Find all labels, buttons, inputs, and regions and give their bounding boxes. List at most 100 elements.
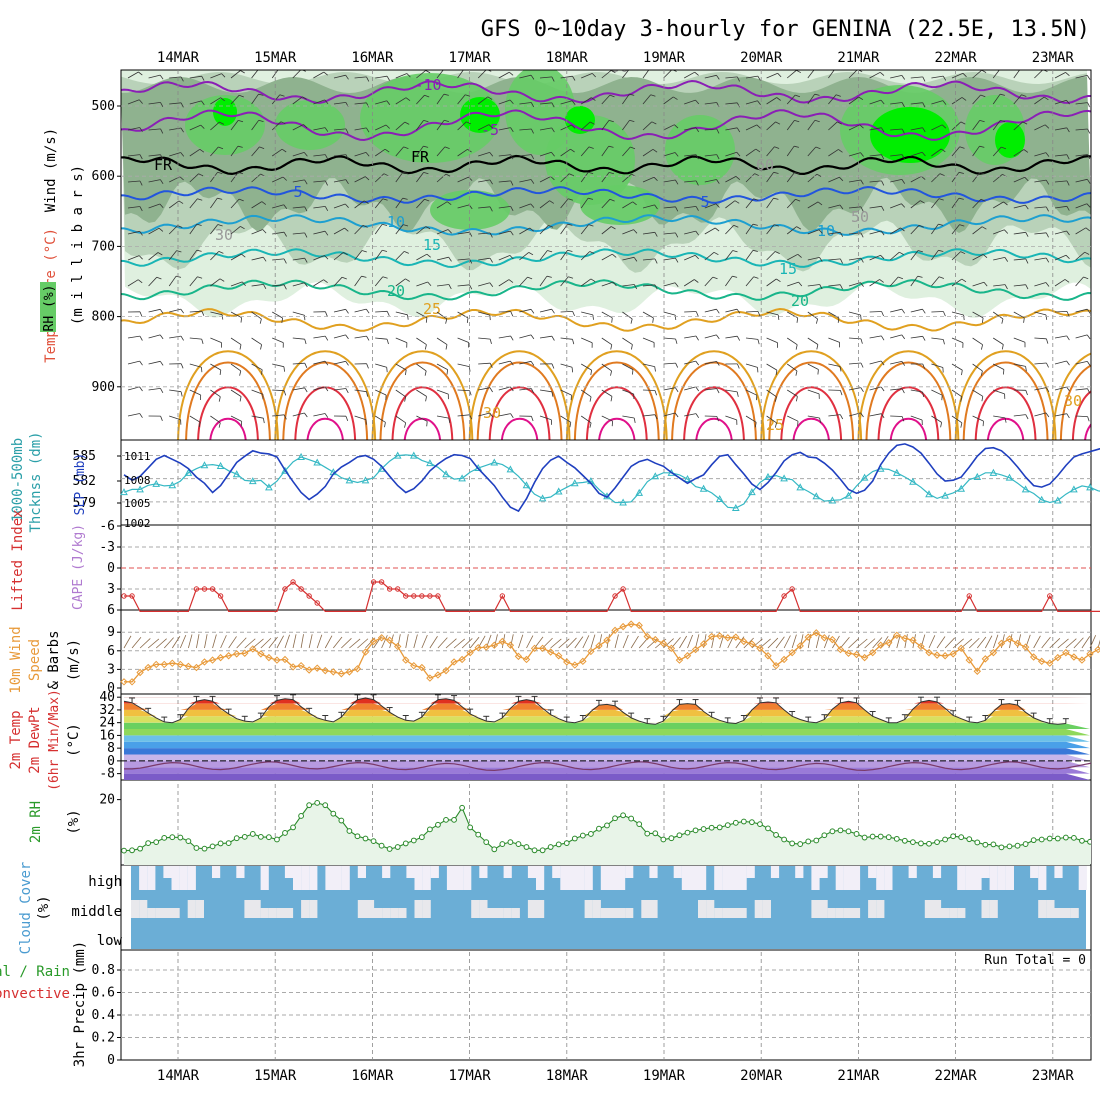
thickness-point <box>168 481 177 489</box>
thickness-point <box>409 451 418 459</box>
wind-barb-flag <box>1021 68 1026 69</box>
wind-barb-flag <box>695 255 699 260</box>
wind-barb-flag <box>1087 388 1091 394</box>
wind-barb <box>271 121 282 131</box>
wind-barb <box>1034 96 1045 105</box>
wind-barb-flag <box>1066 311 1070 317</box>
wind-barb-flag <box>530 388 535 394</box>
wind-barb-10m <box>928 635 936 649</box>
wind-barb <box>786 199 796 209</box>
cloud-mid-gap <box>924 900 933 918</box>
wind-speed-point <box>1070 653 1078 661</box>
y-tick: 582 <box>73 474 96 489</box>
wind-barb <box>333 334 346 339</box>
wind-barb-flag <box>961 97 967 101</box>
wind-barb-flag <box>757 311 761 317</box>
cloud-mid-gap <box>625 908 634 918</box>
wind-barb <box>127 206 140 209</box>
wind-barb <box>189 363 202 368</box>
wind-barb-flag <box>489 338 492 345</box>
wind-barb-flag <box>1087 154 1091 160</box>
wind-barb-flag <box>444 146 450 149</box>
rh-point <box>749 819 755 826</box>
wind-barb-flag <box>363 200 369 204</box>
wind-speed-point <box>1037 657 1046 666</box>
wind-speed-point <box>345 668 354 676</box>
wind-barb-10m <box>131 636 142 649</box>
wind-barb-flag <box>675 387 679 393</box>
cloud-mid-gap <box>479 900 488 918</box>
wind-barb <box>168 200 180 209</box>
wind-barb-flag <box>569 173 574 177</box>
wind-barb-10m <box>550 638 562 649</box>
wind-barb <box>230 198 240 209</box>
y-tick: 0 <box>107 561 115 576</box>
wind-barb-flag <box>489 206 493 212</box>
wind-barb-flag <box>382 223 388 226</box>
wind-barb-flag <box>345 334 349 340</box>
cloud-high-gap <box>730 866 739 890</box>
wind-speed-point <box>337 670 346 678</box>
wind-barb-flag <box>1001 146 1007 150</box>
wind-barb <box>169 102 182 105</box>
y-tick: 3 <box>107 662 115 677</box>
wind-barb-flag <box>489 412 494 418</box>
wind-barb-flag <box>1066 413 1070 419</box>
wind-barb <box>601 337 613 346</box>
wind-barb <box>684 180 697 183</box>
wind-speed-point <box>917 642 925 651</box>
thickness-line <box>123 454 1100 509</box>
label-minmax: (6hr Min/Max) <box>47 689 62 791</box>
wind-speed-point <box>1062 648 1070 657</box>
wind-barb <box>560 148 571 157</box>
wind-barb <box>848 311 861 316</box>
wind-barb-flag <box>489 179 493 185</box>
wind-barb-flag <box>1086 308 1091 314</box>
wind-barb <box>684 311 697 313</box>
wind-barb <box>787 253 798 261</box>
wind-barb-flag <box>323 279 328 284</box>
wind-barb-flag <box>1001 344 1004 350</box>
wind-barb-flag <box>489 152 494 157</box>
wind-barb-flag <box>1045 257 1050 263</box>
cloud-mid-gap <box>811 900 820 918</box>
wind-barb-flag <box>1087 416 1090 422</box>
wind-barb-flag <box>384 422 386 428</box>
wind-barb-10m <box>622 634 629 649</box>
wind-barb-flag <box>345 179 349 185</box>
thickness-point <box>490 458 499 466</box>
wind-barb <box>519 154 532 157</box>
temp-band <box>124 735 1090 742</box>
label-cape: CAPE (J/kg) <box>71 524 86 610</box>
contour-lobe <box>1084 423 1091 440</box>
label-millibars: (m i l l i b a r s) <box>70 165 86 325</box>
wind-barb-flag <box>716 75 720 80</box>
y-tick: 585 <box>73 449 96 464</box>
wind-barb <box>684 71 695 79</box>
wind-barb-flag <box>551 308 555 314</box>
wind-barb-flag <box>901 179 906 184</box>
rh-point <box>732 819 739 826</box>
date-label-top: 23MAR <box>1032 50 1075 66</box>
wind-barb <box>910 275 919 287</box>
wind-speed-point <box>361 648 370 656</box>
wind-barb <box>972 199 982 209</box>
wind-barb-flag <box>531 416 534 422</box>
wind-barb-flag <box>922 76 926 82</box>
wind-barb-flag <box>839 204 844 210</box>
wind-barb <box>333 74 346 79</box>
cloud-high-gap <box>681 866 690 890</box>
wind-barb-flag <box>857 70 863 72</box>
temp-band <box>124 773 1090 780</box>
wind-barb <box>601 145 610 157</box>
wind-barb-10m <box>196 634 200 649</box>
wind-barb-10m <box>236 637 247 649</box>
wind-barb <box>684 335 697 339</box>
wind-barb <box>684 254 696 261</box>
rh-point <box>861 834 868 841</box>
temp-band <box>124 716 1090 723</box>
thickness-point <box>683 475 692 483</box>
contour-lobe <box>274 350 376 440</box>
wind-barb <box>1075 75 1088 79</box>
label-thickness-2: Thcknss (dm) <box>28 431 44 532</box>
